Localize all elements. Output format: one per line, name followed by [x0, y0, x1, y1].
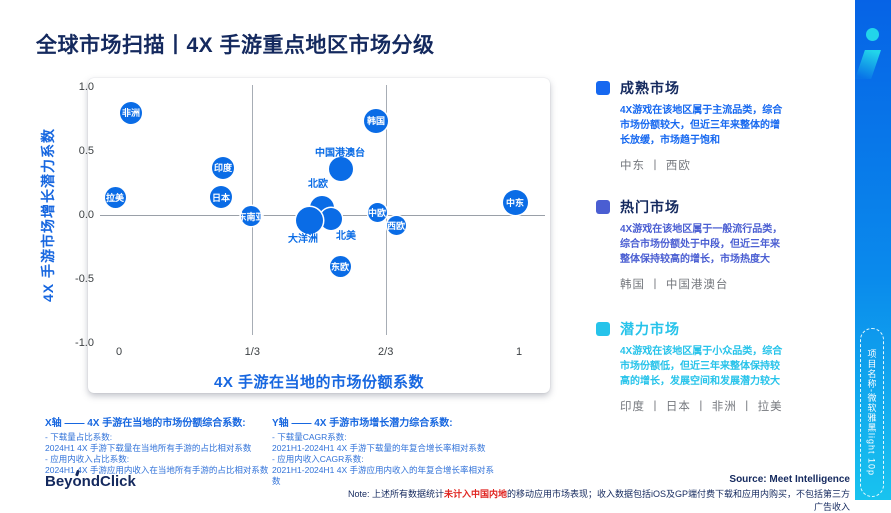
scatter-plot: 1.0 0.5 0.0 -0.5 -1.0 0 1/3 2/3 1 非洲拉美 印度日本 东南亚 北欧北美… — [75, 78, 550, 393]
note-line: 2024H1 4X 手游应用内收入在当地所有手游的占比相对系数 — [45, 465, 269, 475]
footnote-prefix: Note: 上述所有数据统计 — [347, 489, 444, 499]
y-tick-label: -1.0 — [75, 337, 94, 349]
legend-title: 潜力市场 — [620, 321, 680, 337]
legend-title: 成熟市场 — [620, 80, 680, 96]
y-axis-note-lines: - 下载量CAGR系数: 2021H1-2024H1 4X 手游下载量的年复合增长… — [272, 432, 497, 487]
footnote-highlight: 未计入中国内地 — [443, 489, 507, 499]
hot-swatch-icon — [596, 200, 610, 214]
legend-item-potential: 潜力市场 4X游戏在该地区属于小众品类，综合市场份额低，但近三年来整体保持较高的… — [596, 319, 846, 414]
legend-title: 热门市场 — [620, 199, 680, 215]
bubble-日本: 日本 — [210, 186, 232, 209]
legend-desc: 4X游戏在该地区属于小众品类，综合市场份额低，但近三年来整体保持较高的增长，发展… — [620, 346, 783, 387]
brand-logo: BeyondClick — [45, 469, 136, 490]
bubble-西欧: 西欧 — [386, 215, 406, 235]
bubble-label-大洋洲: 大洋洲 — [288, 234, 318, 246]
sidebar-logo-dot-icon — [866, 28, 879, 41]
bubble-北美 — [320, 207, 342, 230]
note-line: - 下载量CAGR系数: — [272, 432, 347, 442]
y-axis-note-heading: Y轴 —— 4X 手游市场增长潜力综合系数: — [272, 418, 453, 429]
bubble-中东: 中东 — [502, 190, 528, 216]
sidebar-logo-slash-icon — [855, 50, 881, 79]
note-line: 2021H1-2024H1 4X 手游应用内收入的年复合增长率相对系数 — [272, 465, 495, 486]
footnote: Note: 上述所有数据统计未计入中国内地的移动应用市场表现；收入数据包括iOS… — [340, 487, 850, 513]
x-axis-note: X轴 —— 4X 手游在当地的市场份额综合系数: - 下载量占比系数: 2024H… — [45, 414, 270, 476]
footnote-suffix: 的移动应用市场表现；收入数据包括iOS及GP端付费下载和应用内购买，不包括第三方… — [506, 489, 850, 512]
y-tick-label: 1.0 — [78, 81, 94, 93]
mature-swatch-icon — [596, 81, 610, 95]
note-line: - 应用内收入占比系数: — [45, 454, 130, 464]
x-tick-label: 1/3 — [244, 346, 260, 358]
legend-regions: 韩国 丨 中国港澳台 — [620, 279, 729, 291]
sidebar-bar: 项目名称-微软雅黑light 10p — [855, 0, 891, 500]
bubble-大洋洲 — [295, 206, 323, 234]
bubble-label-北欧: 北欧 — [308, 178, 328, 190]
bubble-东欧: 东欧 — [329, 255, 351, 277]
page-root: { "page": { "title": "全球市场扫描丨4X 手游重点地区市场… — [36, 0, 891, 512]
y-tick-label: 0.5 — [78, 145, 94, 157]
y-axis-note: Y轴 —— 4X 手游市场增长潜力综合系数: - 下载量CAGR系数: 2021H… — [272, 414, 497, 487]
sidebar-project-tag-box: 项目名称-微软雅黑light 10p — [860, 328, 884, 497]
legend-regions: 印度 丨 日本 丨 非洲 丨 拉美 — [620, 401, 783, 413]
bubble-拉美: 拉美 — [104, 186, 126, 208]
legend-desc: 4X游戏在该地区属于一般流行品类，综合市场份额处于中段，但近三年来整体保持较高的… — [620, 224, 783, 265]
legend-item-hot: 热门市场 4X游戏在该地区属于一般流行品类，综合市场份额处于中段，但近三年来整体… — [596, 197, 846, 292]
y-tick-label: -0.5 — [75, 273, 94, 285]
x-tick-label: 2/3 — [378, 346, 394, 358]
legend-desc: 4X游戏在该地区属于主流品类，综合市场份额较大，但近三年来整体的增长放缓，市场趋… — [620, 105, 783, 146]
bubble-label-中国港澳台: 中国港澳台 — [315, 147, 365, 159]
note-line: 2024H1 4X 手游下载量在当地所有手游的占比相对系数 — [45, 443, 252, 453]
bubble-印度: 印度 — [212, 156, 234, 179]
x-tick-label: 1 — [515, 346, 523, 358]
bubble-label-北美: 北美 — [336, 230, 356, 242]
bubble-中欧: 中欧 — [367, 202, 387, 222]
note-line: - 应用内收入CAGR系数: — [272, 454, 364, 464]
legend-regions: 中东 丨 西欧 — [620, 160, 691, 172]
bubble-东南亚: 东南亚 — [238, 206, 265, 227]
source-text: Source: Meet Intelligence — [729, 474, 850, 485]
y-tick-label: 0.0 — [78, 209, 94, 221]
sidebar-project-tag: 项目名称-微软雅黑light 10p — [866, 348, 877, 477]
note-line: - 下载量占比系数: — [45, 432, 113, 442]
note-line: 2021H1-2024H1 4X 手游下载量的年复合增长率相对系数 — [272, 443, 486, 453]
bubble-韩国: 韩国 — [364, 108, 388, 133]
x-axis-note-heading: X轴 —— 4X 手游在当地的市场份额综合系数: — [45, 418, 246, 429]
legend-item-mature: 成熟市场 4X游戏在该地区属于主流品类，综合市场份额较大，但近三年来整体的增长放… — [596, 78, 846, 173]
page-title: 全球市场扫描丨4X 手游重点地区市场分级 — [36, 34, 435, 57]
x-tick-label: 0 — [115, 346, 123, 358]
x-axis-note-lines: - 下载量占比系数: 2024H1 4X 手游下载量在当地所有手游的占比相对系数 -… — [45, 432, 270, 476]
x-axis-title: 4X 手游在当地的市场份额系数 — [213, 374, 425, 391]
chart-card: 1.0 0.5 0.0 -0.5 -1.0 0 1/3 2/3 1 非洲拉美 印度日本 东南亚 北欧北美… — [75, 78, 550, 393]
bubble-中国港澳台 — [329, 156, 353, 181]
potential-swatch-icon — [596, 322, 610, 336]
bubble-非洲: 非洲 — [120, 101, 142, 124]
